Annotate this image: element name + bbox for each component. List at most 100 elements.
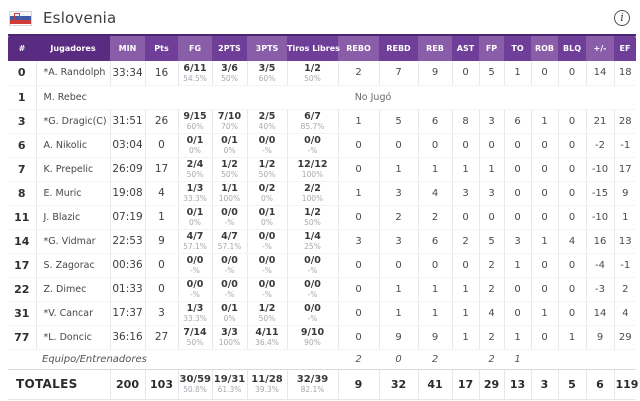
stat-percent: 100% [218,194,241,203]
stat-rebo: 0 [337,157,379,182]
stat-p3: 2/5 40% [246,109,287,134]
flag-stripe-red [10,20,31,25]
column-header-pts: Pts [145,34,178,61]
slovenia-flag-icon [10,11,31,25]
stat-percent: -% [307,266,318,275]
stat-fraction: 6/7 [304,111,321,122]
stat-fraction: 0/0 [258,279,276,290]
stat-tl: 2/2 100% [286,181,338,206]
stat-fp: 2 [478,277,504,302]
stat-ef: 18 [613,61,636,86]
stat-percent: 60% [258,73,276,83]
stat-pm: -15 [585,181,614,206]
total-pm: 6 [585,368,614,400]
stat-fraction: 9/15 [183,111,207,122]
stat-fraction: 0/0 [258,231,276,242]
stat-min: 01:33 [109,277,145,302]
table-row: 14 *G. Vidmar 22:53 9 4/7 57.1% 4/7 57.1% 0/0 -% 1… [8,229,636,254]
table-row: 22 Z. Dimec 01:33 0 0/0 -% 0/0 -% 0/0 -% 0/0 -% 0 1 1 1… [8,277,636,302]
stat-min: 00:36 [109,253,145,278]
stat-fraction: 30/59 [179,374,211,385]
stat-rebo: 1 [337,181,379,206]
team-stat-blq [558,349,586,369]
stat-reb: 0 [417,253,452,278]
stat-p2: 3/3 100% [211,325,247,350]
team-title: Eslovenia [43,9,117,27]
info-icon[interactable]: i [614,10,630,26]
stat-ast: 2 [451,229,479,254]
stat-percent: 70% [221,122,238,131]
stat-fp: 3 [478,109,504,134]
stat-fraction: 2/2 [304,183,321,194]
stat-rob: 0 [530,133,558,158]
stat-fraction: 0/0 [304,303,321,314]
team-stat-ast [452,349,479,369]
player-name: K. Prepelic [35,157,110,182]
stat-pm: -3 [585,277,614,302]
stat-fraction: 0/0 [221,279,238,290]
table-row: 0 *A. Randolph 33:34 16 6/11 54.5% 3/6 50% 3/5 60… [8,61,636,86]
stat-percent: -% [307,314,318,323]
stat-percent: 57.1% [183,242,207,251]
team-stat-to: 1 [504,349,531,369]
stat-rob: 0 [530,253,558,278]
player-name: *A. Randolph [35,61,110,86]
player-number: 17 [8,253,36,278]
stat-reb: 1 [417,277,452,302]
stat-fraction: 0/0 [186,279,204,290]
stat-fraction: 0/0 [186,255,204,266]
stat-fraction: 0/0 [221,207,238,218]
totals-label: TOTALES [8,368,110,400]
stat-to: 0 [503,133,531,158]
team-stat-fp: 2 [479,349,504,369]
stat-ast: 0 [451,253,479,278]
stat-min: 31:51 [109,109,145,134]
stat-ef: 9 [613,181,636,206]
stat-fraction: 1/3 [186,303,204,314]
stat-ef: 29 [613,325,636,350]
stat-pm: -4 [585,253,614,278]
stat-rebo: 3 [337,229,379,254]
stat-pts: 27 [144,325,178,350]
stat-min: 22:53 [109,229,145,254]
stat-percent: 39.3% [255,385,279,394]
stat-fraction: 32/39 [296,374,329,385]
stat-p3: 0/2 0% [246,181,287,206]
stat-pts: 16 [144,61,178,86]
stat-blq: 0 [557,277,586,302]
stat-fp: 2 [478,325,504,350]
stat-percent: 100% [301,170,324,179]
stat-percent: 50% [258,314,276,323]
total-ef: 119 [613,368,638,400]
stat-rebo: 0 [337,205,379,230]
player-number: 6 [8,133,36,158]
stat-fraction: 12/12 [297,159,328,170]
stat-rebd: 9 [378,325,418,350]
player-name: S. Zagorac [35,253,110,278]
stat-p3: 0/0 -% [246,229,287,254]
column-header-min: MIN [110,34,145,61]
stat-fraction: 6/11 [183,62,207,74]
stat-percent: -% [262,266,272,275]
stat-rebo: 0 [337,253,379,278]
total-pts: 103 [144,368,178,400]
stat-ef: -1 [613,133,636,158]
column-header-to: TO [504,34,531,61]
stat-rebd: 3 [378,181,418,206]
stat-percent: 0% [261,218,273,227]
stat-pm: 16 [585,229,614,254]
stat-percent: 61.3% [217,385,242,394]
stat-fraction: 2/4 [186,159,204,170]
stat-rob: 0 [530,325,558,350]
player-number: 7 [8,157,36,182]
stat-p3: 1/2 50% [246,157,287,182]
stat-percent: 50% [186,170,204,179]
stat-to: 0 [503,181,531,206]
stat-tl: 12/12 100% [286,157,338,182]
column-header-fp: FP [479,34,504,61]
stat-blq: 0 [557,61,586,86]
stat-fg: 0/1 0% [177,133,212,158]
stat-rob: 0 [530,181,558,206]
flag-stripe-blue [10,15,31,21]
stat-percent: -% [190,266,200,275]
